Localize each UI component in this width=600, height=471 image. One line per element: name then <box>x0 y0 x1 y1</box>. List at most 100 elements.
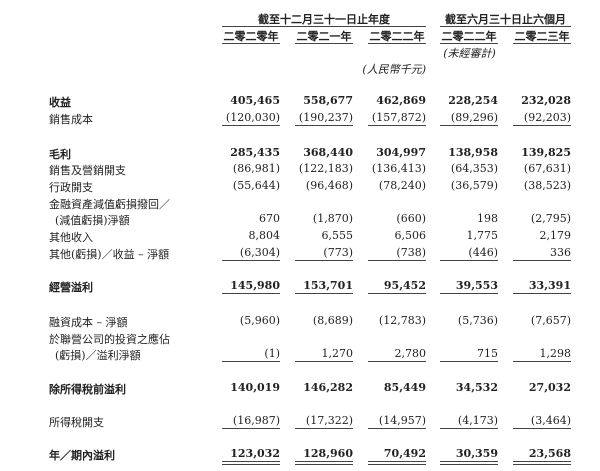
row-label: 年／期內溢利 <box>49 449 115 462</box>
row-value: (5,736) <box>457 314 498 327</box>
underline <box>222 125 280 126</box>
year-header: 二零二三年 <box>514 30 570 43</box>
underline <box>513 361 571 362</box>
underline <box>222 428 280 429</box>
underline <box>440 260 498 261</box>
divider <box>222 43 280 44</box>
row-label: 除所得稅前溢利 <box>49 383 126 396</box>
row-label: 毛利 <box>49 148 71 161</box>
row-value: 146,282 <box>303 381 353 394</box>
row-value: 34,532 <box>455 381 498 394</box>
underline <box>222 293 280 294</box>
double-underline <box>295 461 353 465</box>
underline <box>368 361 426 362</box>
row-label: 行政開支 <box>49 181 93 194</box>
row-value: 145,980 <box>230 279 280 292</box>
row-label: (虧損)／溢利淨額 <box>55 349 141 362</box>
row-value: (8,689) <box>312 314 353 327</box>
underline <box>295 293 353 294</box>
row-value: 228,254 <box>448 94 498 107</box>
row-value: (78,240) <box>378 179 426 192</box>
row-label: 金融資產減值虧損撥回／ <box>49 198 170 211</box>
double-underline <box>440 461 498 465</box>
divider <box>440 26 571 27</box>
underline <box>222 260 280 261</box>
row-value: (122,183) <box>298 162 353 175</box>
row-value: (38,523) <box>523 179 571 192</box>
row-value: 70,492 <box>383 447 426 460</box>
row-value: (36,579) <box>450 179 498 192</box>
row-value: 95,452 <box>383 279 426 292</box>
row-value: 715 <box>477 347 498 360</box>
underline <box>368 260 426 261</box>
row-value: 128,960 <box>303 447 353 460</box>
row-value: (3,464) <box>530 414 571 427</box>
underline <box>295 125 353 126</box>
row-label: 其他收入 <box>49 231 93 244</box>
header-annual: 截至十二月三十一日止年度 <box>258 13 390 26</box>
double-underline <box>513 461 571 465</box>
underline <box>222 361 280 362</box>
row-label: 銷售成本 <box>49 113 93 126</box>
currency-note: (人民幣千元) <box>362 63 426 76</box>
row-label: (減值虧損)淨額 <box>55 214 130 227</box>
row-value: 139,825 <box>521 146 571 159</box>
underline <box>295 428 353 429</box>
row-label: 銷售及營銷開支 <box>49 164 126 177</box>
row-value: 558,677 <box>303 94 353 107</box>
underline <box>440 293 498 294</box>
row-label: 其他(虧損)／收益 – 淨額 <box>49 248 170 261</box>
row-value: (89,296) <box>450 111 498 124</box>
row-label: 融資成本 – 淨額 <box>49 316 128 329</box>
row-value: (67,631) <box>523 162 571 175</box>
row-value: (157,872) <box>371 111 426 124</box>
row-value: 1,775 <box>466 229 499 242</box>
divider <box>440 43 498 44</box>
year-header: 二零二二年 <box>441 30 497 43</box>
row-value: 2,780 <box>394 347 427 360</box>
row-value: 39,553 <box>455 279 498 292</box>
row-value: (120,030) <box>225 111 280 124</box>
unaudited-note: (未經審計) <box>443 47 496 60</box>
year-header: 二零二零年 <box>223 30 279 43</box>
row-value: 1,298 <box>539 347 572 360</box>
row-value: 336 <box>550 246 571 259</box>
row-value: (86,981) <box>232 162 280 175</box>
row-value: (5,960) <box>239 314 280 327</box>
underline <box>513 428 571 429</box>
double-underline <box>222 461 280 465</box>
row-value: 23,568 <box>528 447 571 460</box>
row-value: (96,468) <box>305 179 353 192</box>
row-value: 405,465 <box>230 94 280 107</box>
row-value: 153,701 <box>303 279 353 292</box>
row-value: (12,783) <box>378 314 426 327</box>
row-value: (4,173) <box>457 414 498 427</box>
row-value: 6,506 <box>394 229 427 242</box>
row-value: 138,958 <box>448 146 498 159</box>
row-value: 232,028 <box>521 94 571 107</box>
underline <box>368 428 426 429</box>
row-value: 33,391 <box>528 279 571 292</box>
row-value: (1,870) <box>312 212 353 225</box>
row-value: (1) <box>264 347 280 360</box>
row-value: 285,435 <box>230 146 280 159</box>
row-value: 304,997 <box>376 146 426 159</box>
row-value: (738) <box>396 246 426 259</box>
underline <box>440 361 498 362</box>
underline <box>513 125 571 126</box>
underline <box>295 260 353 261</box>
underline <box>368 293 426 294</box>
underline <box>440 125 498 126</box>
row-value: 140,019 <box>230 381 280 394</box>
row-value: (17,322) <box>305 414 353 427</box>
row-label: 經營溢利 <box>49 281 93 294</box>
underline <box>513 293 571 294</box>
row-value: 85,449 <box>383 381 426 394</box>
row-value: (7,657) <box>530 314 571 327</box>
row-value: (136,413) <box>371 162 426 175</box>
underline <box>368 125 426 126</box>
year-header: 二零二二年 <box>369 30 425 43</box>
row-value: 462,869 <box>376 94 426 107</box>
row-value: 6,555 <box>321 229 354 242</box>
row-value: (6,304) <box>239 246 280 259</box>
